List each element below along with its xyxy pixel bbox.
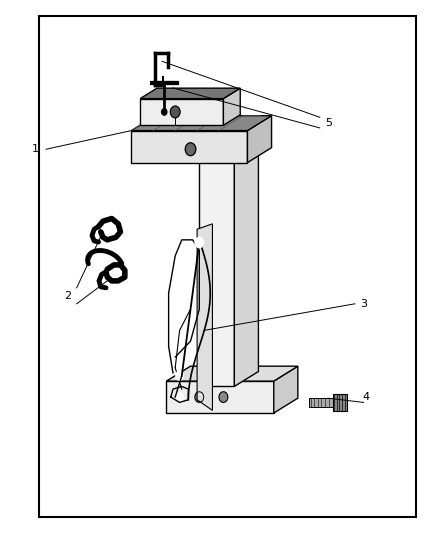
Polygon shape: [140, 88, 240, 99]
Polygon shape: [166, 366, 298, 381]
Circle shape: [176, 371, 184, 381]
Circle shape: [176, 392, 184, 402]
Text: 1: 1: [32, 144, 39, 154]
Polygon shape: [131, 116, 272, 131]
Circle shape: [219, 392, 228, 402]
Polygon shape: [234, 137, 258, 386]
Polygon shape: [197, 224, 212, 410]
Text: 2: 2: [64, 291, 71, 301]
Text: 3: 3: [360, 299, 367, 309]
Circle shape: [162, 109, 167, 115]
Polygon shape: [309, 398, 333, 407]
Circle shape: [195, 237, 204, 248]
Polygon shape: [274, 366, 298, 413]
Text: 4: 4: [362, 392, 369, 402]
Polygon shape: [333, 394, 347, 411]
Polygon shape: [166, 381, 274, 413]
Text: 5: 5: [325, 118, 332, 127]
Polygon shape: [199, 152, 234, 386]
Circle shape: [170, 106, 180, 118]
Circle shape: [195, 392, 204, 402]
Polygon shape: [199, 137, 258, 152]
Polygon shape: [247, 116, 272, 163]
Bar: [39, 16, 416, 517]
Polygon shape: [223, 88, 240, 125]
Polygon shape: [140, 99, 223, 125]
Circle shape: [185, 143, 196, 156]
Polygon shape: [131, 131, 247, 163]
